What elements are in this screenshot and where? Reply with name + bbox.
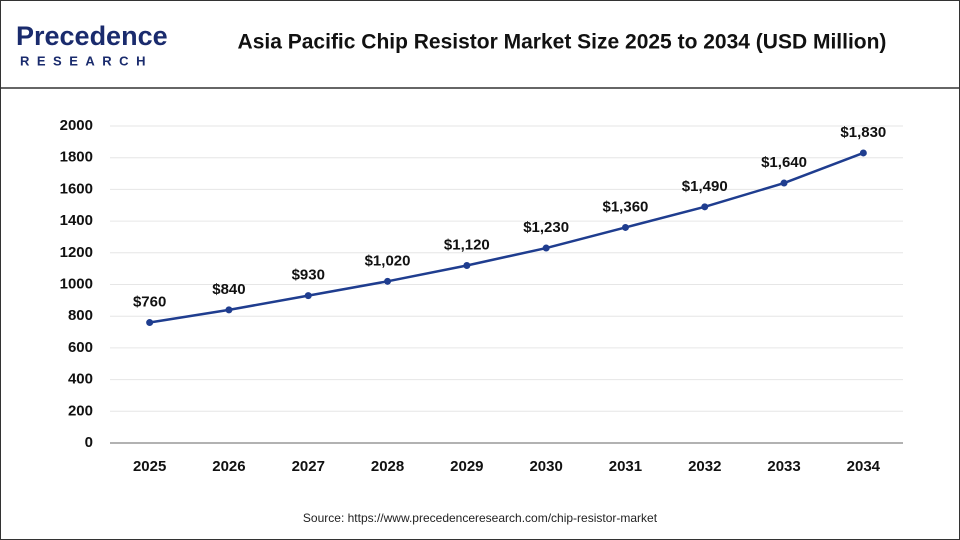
x-tick-label: 2033 bbox=[767, 458, 800, 475]
x-tick-label: 2026 bbox=[212, 458, 245, 475]
point bbox=[304, 292, 312, 300]
data-label: $1,640 bbox=[761, 154, 807, 171]
x-tick-label: 2027 bbox=[292, 458, 325, 475]
x-tick-label: 2031 bbox=[609, 458, 642, 475]
x-tick-label: 2034 bbox=[847, 458, 881, 475]
x-tick-label: 2028 bbox=[371, 458, 404, 475]
x-tick-label: 2029 bbox=[450, 458, 483, 475]
data-label: $1,230 bbox=[523, 219, 569, 236]
y-tick-label: 0 bbox=[85, 434, 93, 451]
logo-sub: RESEARCH bbox=[20, 53, 153, 68]
data-label: $1,020 bbox=[365, 252, 411, 269]
line bbox=[149, 151, 864, 324]
data-label: $760 bbox=[133, 294, 166, 311]
point bbox=[384, 277, 392, 285]
y-tick-label: 1600 bbox=[60, 180, 93, 197]
y-tick-label: 200 bbox=[68, 402, 93, 419]
point bbox=[621, 223, 629, 231]
point bbox=[859, 149, 867, 157]
y-tick-label: 2000 bbox=[60, 117, 93, 134]
data-label: $840 bbox=[212, 281, 245, 298]
point bbox=[225, 306, 233, 314]
data-label: $1,830 bbox=[840, 124, 886, 141]
source: Source: https://www.precedenceresearch.c… bbox=[303, 511, 658, 525]
point bbox=[701, 203, 709, 211]
data-label: $1,360 bbox=[603, 198, 649, 215]
x-tick-label: 2025 bbox=[133, 458, 166, 475]
data-label: $930 bbox=[292, 267, 325, 284]
y-tick-label: 1400 bbox=[60, 212, 93, 229]
x-tick-label: 2032 bbox=[688, 458, 721, 475]
x-tick-label: 2030 bbox=[529, 458, 562, 475]
data-label: $1,120 bbox=[444, 236, 490, 253]
y-tick-label: 400 bbox=[68, 371, 93, 388]
y-tick-label: 800 bbox=[68, 307, 93, 324]
point bbox=[780, 179, 788, 187]
y-tick-label: 1200 bbox=[60, 244, 93, 261]
y-tick-label: 1000 bbox=[60, 275, 93, 292]
logo-name: Precedence bbox=[16, 21, 168, 51]
y-tick-label: 1800 bbox=[60, 149, 93, 166]
point bbox=[542, 244, 550, 252]
chart-title: Asia Pacific Chip Resistor Market Size 2… bbox=[238, 31, 887, 54]
point bbox=[463, 261, 471, 269]
data-label: $1,490 bbox=[682, 178, 728, 195]
y-tick-label: 600 bbox=[68, 339, 93, 356]
point bbox=[146, 319, 154, 327]
